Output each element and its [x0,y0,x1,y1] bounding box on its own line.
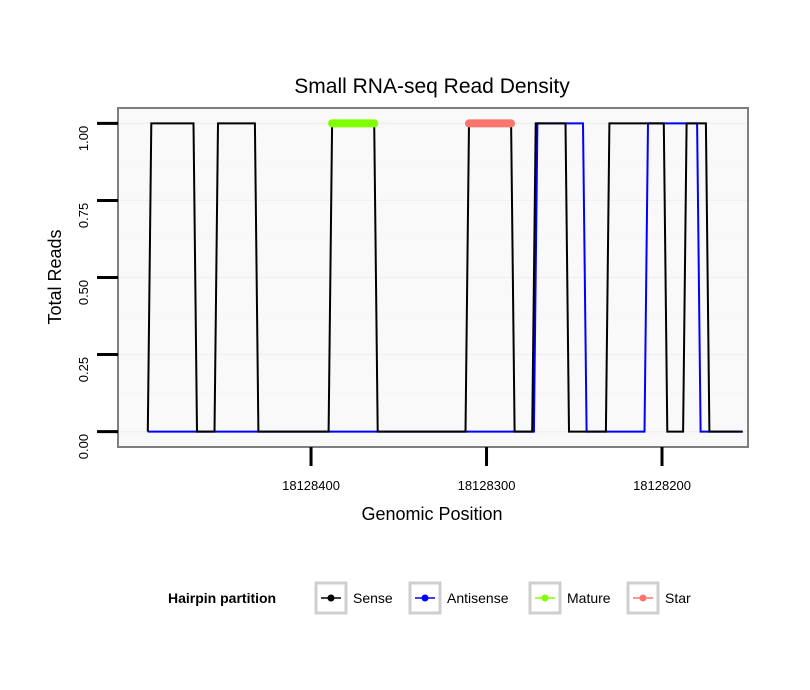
y-tick-label: 0.75 [76,203,91,228]
legend-key-mature [528,581,562,615]
x-axis: 18128400 18128300 18128200 [282,447,691,493]
legend-key-star [626,581,660,615]
series-line-antisense [147,122,743,433]
legend-label: Mature [567,590,611,606]
legend-key-point [327,594,335,602]
y-axis: 0.00 0.25 0.50 0.75 1.00 [76,121,118,459]
legend-key-sense [314,581,348,615]
y-tick-label: 0.00 [76,434,91,459]
y-tick-label: 1.00 [76,126,91,151]
x-axis-title: Genomic Position [361,504,502,524]
y-axis-title: Total Reads [45,229,65,324]
legend-label: Antisense [447,590,509,606]
x-tick-label: 18128400 [282,478,340,493]
legend-key-antisense [408,581,442,615]
x-tick-label: 18128200 [633,478,691,493]
chart-title: Small RNA-seq Read Density [294,75,570,98]
legend-label: Sense [353,590,393,606]
legend-label: Star [665,590,691,606]
x-tick-label: 18128300 [458,478,516,493]
legend-key-point [421,594,429,602]
legend-title: Hairpin partition [168,590,276,606]
y-tick-label: 0.50 [76,280,91,305]
legend-key-point [639,594,647,602]
y-tick-label: 0.25 [76,357,91,382]
legend-key-point [541,594,549,602]
legend: Hairpin partition Sense Antisense Mature St… [168,581,691,615]
